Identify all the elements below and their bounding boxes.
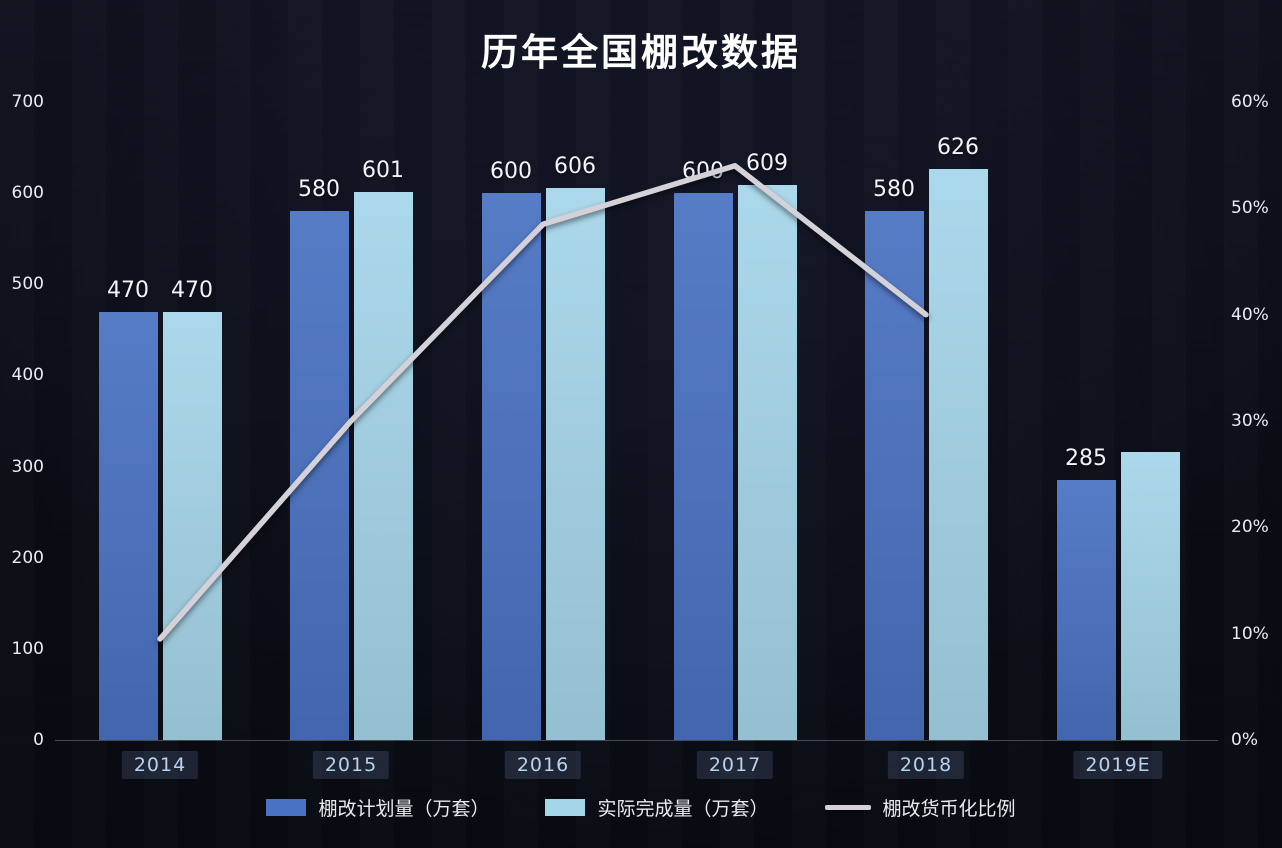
left-axis-tick: 300 [11, 456, 44, 477]
bar-actual-2014 [162, 311, 222, 740]
bar-planned-2015 [289, 211, 349, 740]
right-axis-tick: 40% [1231, 304, 1269, 325]
right-axis-tick: 0% [1231, 730, 1258, 750]
bar-value-label-actual-2018: 626 [937, 135, 979, 161]
legend-swatch-planned [266, 799, 307, 816]
left-axis-tick: 500 [11, 274, 44, 295]
right-axis-tick: 60% [1231, 92, 1269, 112]
left-axis-tick: 100 [11, 638, 44, 659]
bar-value-label-actual-2014: 470 [171, 277, 213, 303]
right-axis-tick: 50% [1231, 198, 1269, 219]
legend-swatch-actual [545, 799, 586, 816]
bar-planned-2014 [98, 311, 158, 740]
x-axis-label-2016: 2016 [504, 751, 582, 779]
x-axis-label-2015: 2015 [312, 751, 390, 779]
chart-title: 历年全国棚改数据 [481, 31, 801, 74]
legend-label-planned: 棚改计划量（万套） [318, 798, 490, 820]
bar-actual-2019E [1120, 451, 1180, 740]
bar-planned-2019E [1056, 480, 1116, 740]
x-axis-label-2019E: 2019E [1073, 751, 1163, 779]
bar-value-label-actual-2015: 601 [362, 158, 404, 184]
legend-item-actual: 实际完成量（万套） [545, 794, 769, 821]
x-axis-label-2014: 2014 [121, 751, 199, 779]
bar-actual-2016 [545, 187, 605, 740]
bar-value-label-actual-2017: 609 [746, 150, 788, 176]
left-axis-tick: 700 [11, 92, 44, 112]
x-axis-line [55, 740, 1218, 741]
x-axis-label-2018: 2018 [887, 751, 965, 779]
bar-value-label-planned-2014: 470 [107, 277, 149, 303]
right-axis-tick: 10% [1231, 623, 1269, 644]
legend-swatch-monetization-line [824, 805, 871, 810]
left-axis-tick: 200 [11, 547, 44, 568]
left-axis-tick: 600 [11, 183, 44, 204]
bar-value-label-planned-2019E: 285 [1065, 446, 1107, 472]
bar-planned-2016 [481, 193, 541, 740]
right-axis-tick: 20% [1231, 517, 1269, 538]
right-axis-tick: 30% [1231, 411, 1269, 431]
legend-item-monetization: 棚改货币化比例 [824, 794, 1016, 821]
bar-planned-2018 [864, 211, 924, 740]
bar-value-label-planned-2018: 580 [873, 177, 915, 203]
bar-actual-2017 [737, 184, 797, 740]
legend-label-actual: 实际完成量（万套） [597, 798, 769, 820]
legend: 棚改计划量（万套） 实际完成量（万套） 棚改货币化比例 [0, 794, 1282, 821]
bar-value-label-actual-2016: 606 [554, 153, 596, 179]
bar-actual-2018 [928, 169, 988, 740]
legend-item-planned: 棚改计划量（万套） [266, 794, 489, 821]
bar-planned-2017 [673, 193, 733, 740]
left-axis-tick: 0 [33, 730, 44, 750]
legend-label-monetization: 棚改货币化比例 [882, 798, 1016, 820]
left-axis-tick: 400 [11, 365, 44, 386]
x-axis-label-2017: 2017 [696, 751, 774, 779]
bar-actual-2015 [353, 192, 413, 740]
